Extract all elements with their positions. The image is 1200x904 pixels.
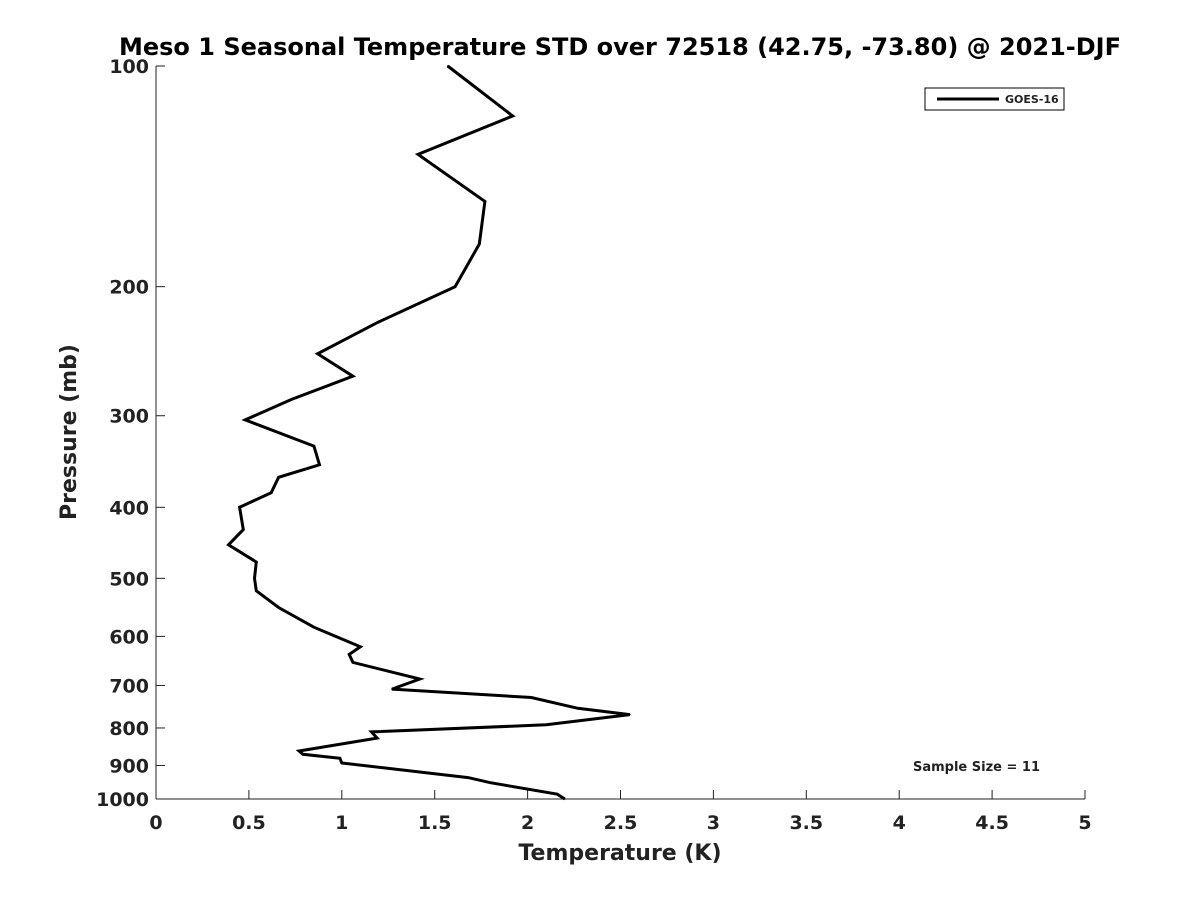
data-point xyxy=(313,626,315,628)
x-tick-label: 3.5 xyxy=(789,812,823,834)
data-point xyxy=(318,464,321,466)
data-point xyxy=(313,445,315,447)
data-point xyxy=(489,781,492,784)
y-axis-label: Pressure (mb) xyxy=(57,344,82,520)
y-tick-label: 200 xyxy=(109,277,149,299)
x-tick-label: 3 xyxy=(707,812,720,834)
data-point xyxy=(577,707,579,710)
data-point xyxy=(446,65,449,67)
y-tick-label: 300 xyxy=(109,406,149,428)
data-point xyxy=(238,506,241,509)
y-tick-label: 1000 xyxy=(96,789,149,811)
sample-size-annotation: Sample Size = 11 xyxy=(913,760,1040,775)
data-point xyxy=(348,653,351,656)
data-point xyxy=(244,419,246,421)
y-tick-label: 800 xyxy=(109,718,149,740)
data-point xyxy=(454,285,456,288)
data-point xyxy=(419,678,421,680)
data-point xyxy=(277,606,280,609)
x-tick-label: 1 xyxy=(335,812,348,834)
x-tick-label: 2 xyxy=(521,812,534,834)
data-point xyxy=(376,321,378,324)
chart-title: Meso 1 Seasonal Temperature STD over 725… xyxy=(119,33,1121,61)
y-tick-label: 700 xyxy=(109,675,149,697)
data-point xyxy=(253,577,256,580)
y-tick-label: 400 xyxy=(109,497,149,519)
x-tick-label: 4.5 xyxy=(975,812,1009,834)
x-tick-label: 5 xyxy=(1078,812,1091,834)
y-tick-label: 900 xyxy=(109,755,149,777)
data-point xyxy=(242,528,245,531)
data-point xyxy=(629,713,631,716)
x-tick-label: 2.5 xyxy=(604,812,638,834)
series-line-goes-16 xyxy=(226,64,630,801)
x-axis-label: Temperature (K) xyxy=(518,841,721,866)
data-point xyxy=(359,646,362,648)
legend-label-goes-16: GOES-16 xyxy=(1005,93,1059,106)
data-point xyxy=(227,544,230,546)
data-point xyxy=(255,561,258,563)
data-point xyxy=(352,661,354,664)
data-point xyxy=(417,153,419,156)
data-point xyxy=(352,375,354,378)
data-point xyxy=(545,724,547,726)
data-point xyxy=(391,688,393,690)
data-point xyxy=(556,793,559,795)
data-point xyxy=(564,798,566,800)
series-layer xyxy=(226,64,631,801)
data-point xyxy=(341,762,343,764)
x-tick-label: 0.5 xyxy=(232,812,266,834)
y-tick-label: 100 xyxy=(109,56,149,78)
data-point xyxy=(467,776,469,779)
data-point xyxy=(298,750,300,752)
x-tick-label: 0 xyxy=(149,812,162,834)
data-point xyxy=(277,476,280,479)
data-point xyxy=(255,590,258,592)
axes-layer: 0 0.5 1 1.5 2 2.5 3 3.5 4 4.5 5 100 200 300 400 500 600 7… xyxy=(96,56,1092,834)
data-point xyxy=(376,737,378,739)
legend: GOES-16 xyxy=(924,87,1065,111)
data-point xyxy=(478,243,481,245)
y-tick-label: 600 xyxy=(109,626,149,648)
x-tick-label: 1.5 xyxy=(418,812,452,834)
data-point xyxy=(316,353,319,355)
x-tick-label: 4 xyxy=(893,812,906,834)
y-tick-label: 500 xyxy=(109,568,149,590)
data-point xyxy=(484,200,486,203)
data-point xyxy=(270,491,273,494)
data-point xyxy=(339,757,341,760)
data-point xyxy=(290,398,293,401)
data-point xyxy=(370,731,373,733)
data-point xyxy=(511,115,514,117)
data-point xyxy=(302,753,304,756)
data-point xyxy=(530,696,533,699)
